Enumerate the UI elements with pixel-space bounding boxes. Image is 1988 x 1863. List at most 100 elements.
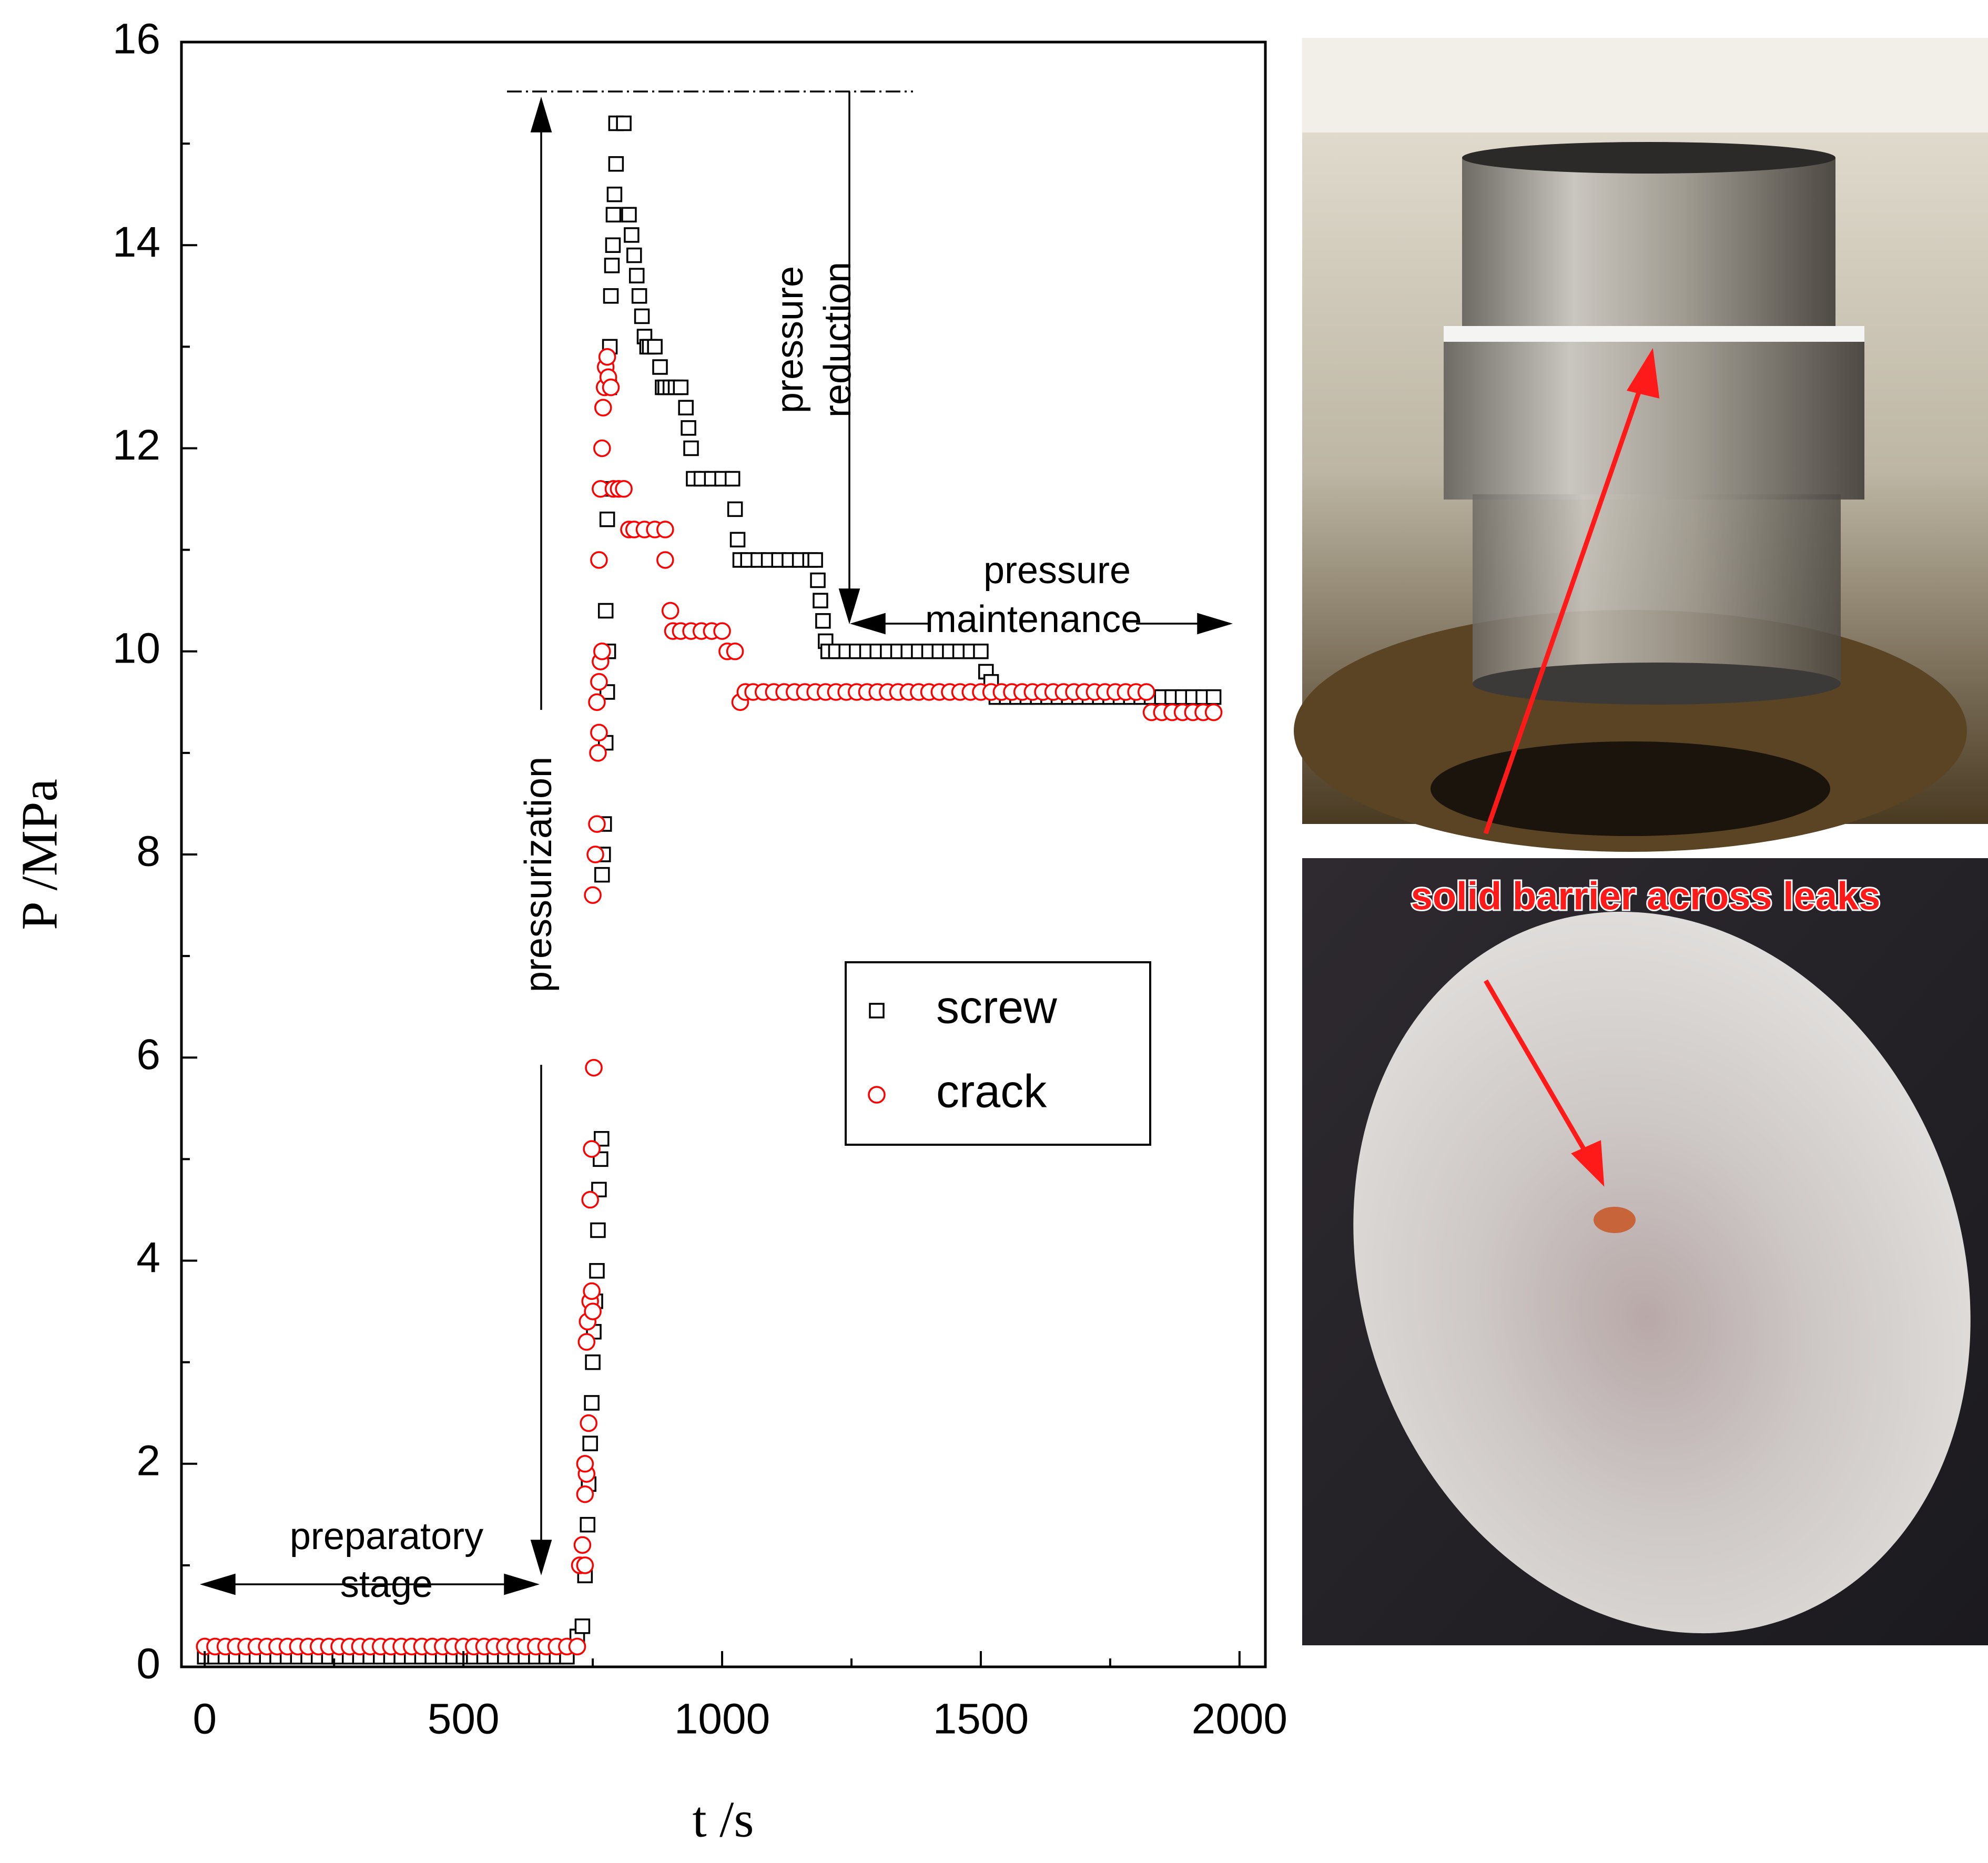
point bbox=[1204, 703, 1223, 721]
point bbox=[681, 420, 696, 436]
point bbox=[1205, 689, 1222, 705]
point bbox=[628, 268, 645, 283]
point bbox=[626, 247, 642, 263]
point bbox=[576, 1455, 594, 1473]
x-tick-label: 1000 bbox=[674, 1695, 770, 1743]
point bbox=[576, 1485, 594, 1503]
legend bbox=[845, 961, 1151, 1146]
point bbox=[724, 471, 741, 487]
x-tick-label: 500 bbox=[428, 1695, 500, 1743]
legend-marker bbox=[868, 1086, 886, 1104]
annotation: pressure bbox=[983, 549, 1131, 592]
point bbox=[585, 1354, 601, 1370]
x-axis-label: t /s bbox=[692, 1791, 754, 1848]
point bbox=[574, 1618, 591, 1634]
point bbox=[577, 1333, 596, 1351]
point bbox=[616, 115, 632, 131]
point bbox=[727, 501, 743, 517]
point bbox=[583, 1140, 601, 1158]
y-tick-label: 2 bbox=[136, 1437, 160, 1484]
point bbox=[593, 439, 611, 457]
point bbox=[605, 207, 622, 223]
point bbox=[678, 400, 694, 415]
y-axis-label: P /MPa bbox=[11, 779, 68, 930]
point bbox=[580, 1414, 597, 1432]
y-tick-label: 8 bbox=[136, 828, 160, 875]
marks bbox=[196, 115, 1223, 1665]
point bbox=[582, 1436, 598, 1451]
point bbox=[807, 552, 823, 568]
photo-bottom bbox=[1302, 858, 1988, 1645]
legend-marker bbox=[869, 1003, 885, 1019]
point bbox=[815, 613, 831, 629]
point bbox=[590, 551, 608, 569]
point bbox=[673, 379, 689, 395]
point bbox=[581, 1190, 599, 1209]
point bbox=[590, 673, 608, 691]
point bbox=[656, 521, 674, 538]
point bbox=[588, 693, 606, 711]
point bbox=[599, 511, 615, 527]
x-tick-label: 1500 bbox=[933, 1695, 1029, 1743]
point bbox=[597, 603, 614, 619]
point bbox=[661, 602, 679, 620]
point bbox=[606, 186, 623, 202]
point bbox=[605, 237, 621, 253]
point bbox=[813, 593, 828, 608]
point bbox=[608, 156, 624, 172]
y-tick-label: 6 bbox=[136, 1031, 160, 1078]
annotation: reduction bbox=[817, 262, 859, 418]
point bbox=[973, 644, 989, 659]
point bbox=[810, 572, 826, 588]
annotation: pressure bbox=[769, 266, 811, 413]
point bbox=[588, 815, 606, 833]
point bbox=[586, 846, 604, 863]
point bbox=[573, 1536, 592, 1554]
y-tick-label: 16 bbox=[113, 15, 160, 63]
legend-label: crack bbox=[936, 1065, 1047, 1117]
point bbox=[584, 1302, 602, 1320]
point bbox=[621, 207, 637, 223]
point bbox=[585, 1058, 603, 1077]
annotation: maintenance bbox=[925, 598, 1142, 640]
point bbox=[634, 308, 650, 324]
plot-frame bbox=[180, 40, 1267, 1668]
x-tick-label: 2000 bbox=[1192, 1695, 1287, 1743]
point bbox=[603, 288, 619, 304]
point bbox=[589, 1263, 605, 1279]
y-tick-label: 4 bbox=[136, 1234, 160, 1281]
y-tick-label: 10 bbox=[113, 624, 160, 672]
annotation: stage bbox=[340, 1563, 433, 1605]
point bbox=[568, 1637, 586, 1656]
point bbox=[624, 227, 640, 243]
photo-annotation: solid barrier across leaks bbox=[1411, 874, 1881, 918]
point bbox=[1137, 683, 1155, 701]
point bbox=[726, 643, 744, 660]
point bbox=[584, 886, 602, 904]
point bbox=[590, 724, 608, 741]
x-tick-label: 0 bbox=[192, 1695, 217, 1743]
point bbox=[598, 348, 616, 366]
point bbox=[647, 339, 663, 355]
point bbox=[683, 440, 699, 456]
point bbox=[729, 532, 746, 548]
point bbox=[589, 744, 607, 762]
point bbox=[583, 1282, 601, 1300]
annotation: pressurization bbox=[518, 757, 560, 992]
point bbox=[580, 1516, 596, 1533]
point bbox=[652, 359, 668, 375]
point bbox=[615, 480, 633, 498]
point bbox=[594, 867, 610, 883]
y-tick-label: 0 bbox=[136, 1640, 160, 1688]
point bbox=[602, 378, 620, 396]
legend-label: screw bbox=[936, 981, 1057, 1033]
annotation: preparatory bbox=[290, 1515, 483, 1557]
point bbox=[576, 1556, 594, 1574]
point bbox=[593, 643, 611, 660]
point bbox=[713, 622, 731, 640]
y-tick-label: 14 bbox=[113, 218, 160, 266]
point bbox=[631, 288, 647, 304]
photo-top bbox=[1294, 38, 1988, 852]
point bbox=[590, 1222, 606, 1238]
